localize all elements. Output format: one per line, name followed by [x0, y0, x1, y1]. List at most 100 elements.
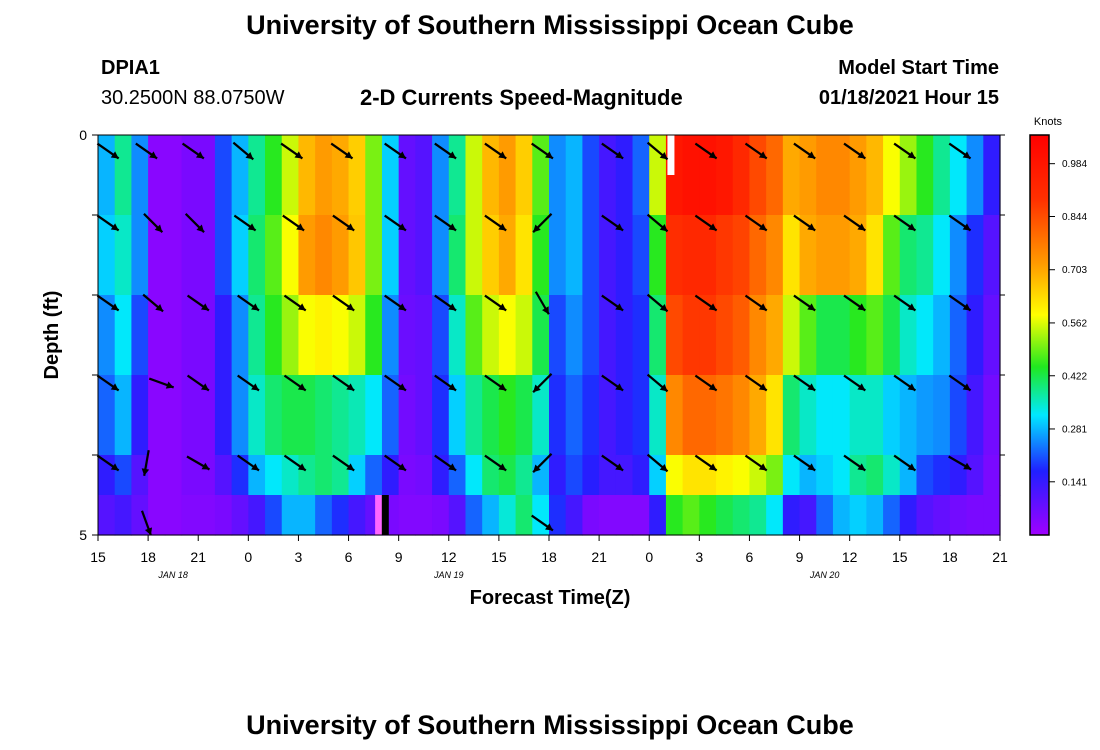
current-vector [843, 214, 866, 232]
current-vector [96, 214, 120, 232]
x-tick-label: 15 [491, 549, 507, 565]
current-vector [534, 291, 550, 315]
current-vector [143, 213, 164, 233]
heatmap-cell [98, 295, 116, 376]
heatmap-cell [966, 135, 984, 216]
heatmap-cells [98, 135, 1001, 536]
current-vector [384, 454, 407, 472]
heatmap-cell [615, 295, 634, 376]
current-vector [744, 454, 768, 472]
heatmap-cell [983, 495, 1001, 536]
current-vector [282, 214, 305, 232]
date-label: JAN 18 [157, 570, 188, 580]
heatmap-cell [148, 455, 166, 496]
current-vector [694, 214, 718, 232]
heatmap-cell [415, 215, 433, 296]
heatmap-cell [665, 215, 684, 296]
heatmap-cell [498, 495, 517, 536]
heatmap-cell [682, 495, 700, 536]
heatmap-cell [849, 295, 867, 376]
heatmap-cell [398, 295, 416, 376]
heatmap-cell [498, 375, 517, 456]
heatmap-cell [415, 295, 433, 376]
current-vector [948, 142, 972, 160]
heatmap-cell [682, 375, 700, 456]
heatmap-cell [114, 375, 133, 456]
current-vector [96, 374, 120, 392]
heatmap-cell [365, 135, 383, 216]
heatmap-cell [599, 215, 617, 296]
heatmap-cell [114, 495, 133, 536]
heatmap-cell [448, 455, 467, 496]
station-id: DPIA1 [101, 57, 160, 79]
current-vector [280, 142, 304, 160]
heatmap-cell [665, 295, 684, 376]
current-vector [233, 214, 257, 232]
heatmap-cell [866, 375, 884, 456]
current-vector [531, 514, 554, 532]
heatmap-cell [281, 455, 300, 496]
heatmap-cell [866, 215, 884, 296]
heatmap-cell [365, 375, 383, 456]
heatmap-cell [883, 295, 901, 376]
current-vector [694, 142, 718, 160]
heatmap-cell [599, 495, 617, 536]
heatmap-cell [716, 375, 734, 456]
heatmap-cell [749, 495, 767, 536]
heatmap-cell [482, 295, 500, 376]
current-vector [484, 454, 507, 472]
heatmap-cell [549, 455, 567, 496]
heatmap-cell [933, 295, 951, 376]
heatmap-cell [398, 455, 416, 496]
heatmap-cell [181, 135, 199, 216]
heatmap-cell [615, 495, 634, 536]
heatmap-cell [198, 215, 216, 296]
current-vector [948, 294, 972, 312]
heatmap-cell [799, 495, 817, 536]
heatmap-cell [582, 455, 600, 496]
heatmap-cell [298, 495, 316, 536]
heatmap-cell [515, 455, 533, 496]
x-tick-label: 3 [295, 549, 303, 565]
x-tick-label: 9 [395, 549, 403, 565]
heatmap-cell [883, 375, 901, 456]
current-vector [434, 214, 457, 232]
current-vector [142, 293, 164, 313]
heatmap-cell [315, 455, 333, 496]
x-tick-label: 18 [942, 549, 958, 565]
heatmap-cell [465, 375, 483, 456]
heatmap-cell [315, 295, 333, 376]
heatmap-cell [632, 215, 650, 296]
current-vector [843, 374, 866, 392]
heatmap-cell [682, 215, 700, 296]
date-label: JAN 20 [809, 570, 840, 580]
x-tick-label: 6 [345, 549, 353, 565]
heatmap-cell [298, 135, 316, 216]
heatmap-cell [398, 495, 416, 536]
heatmap-cell [515, 135, 533, 216]
heatmap-cell [832, 455, 851, 496]
heatmap-cell [482, 495, 500, 536]
heatmap-cell [933, 495, 951, 536]
current-vector [484, 214, 507, 232]
x-tick-label: 15 [90, 549, 106, 565]
current-vector [646, 293, 669, 313]
current-vector [384, 214, 407, 232]
current-vector [283, 374, 307, 392]
heatmap-cell [214, 295, 233, 376]
current-vector [186, 455, 211, 471]
current-vector [434, 142, 457, 160]
heatmap-cell [732, 295, 751, 376]
heatmap-cell [164, 495, 183, 536]
heatmap-cell [983, 215, 1001, 296]
heatmap-cell [198, 495, 216, 536]
heatmap-cell [415, 135, 433, 216]
heatmap-cell [899, 295, 918, 376]
heatmap-cell [498, 135, 517, 216]
heatmap-cell [766, 215, 784, 296]
current-vector [184, 213, 205, 233]
heatmap-cell [565, 375, 584, 456]
heatmap-cell [532, 135, 550, 216]
heatmap-cell [248, 295, 266, 376]
current-vector [283, 294, 307, 312]
